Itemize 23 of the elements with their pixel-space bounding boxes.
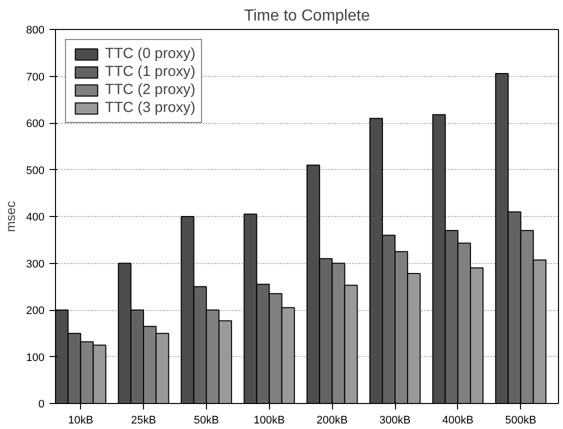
y-axis-title: msec	[3, 200, 18, 232]
x-tick-label: 400kB	[442, 414, 474, 426]
x-tick-label: 500kB	[505, 414, 536, 426]
legend-label: TTC (2 proxy)	[105, 82, 196, 98]
y-tick-label: 800	[26, 24, 45, 36]
y-tick-label: 300	[26, 258, 45, 270]
y-tick-label: 600	[26, 118, 45, 130]
x-tick-label: 300kB	[379, 414, 411, 426]
y-tick-label: 100	[26, 352, 45, 364]
y-tick-label: 700	[26, 71, 45, 84]
x-tick-label: 25kB	[130, 414, 156, 426]
legend-label: TTC (3 proxy)	[105, 100, 196, 116]
x-tick-label: 10kB	[68, 414, 94, 426]
y-tick-label: 200	[26, 305, 45, 317]
chart-title: Time to Complete	[244, 8, 370, 24]
y-tick-label: 400	[26, 212, 45, 224]
legend-label: TTC (0 proxy)	[105, 46, 196, 62]
x-tick-label: 200kB	[316, 414, 348, 426]
legend-label: TTC (1 proxy)	[105, 64, 196, 80]
x-tick-label: 50kB	[194, 414, 219, 426]
y-tick-label: 0	[38, 398, 45, 410]
y-tick-label: 500	[26, 164, 45, 177]
x-tick-label: 100kB	[254, 414, 285, 426]
